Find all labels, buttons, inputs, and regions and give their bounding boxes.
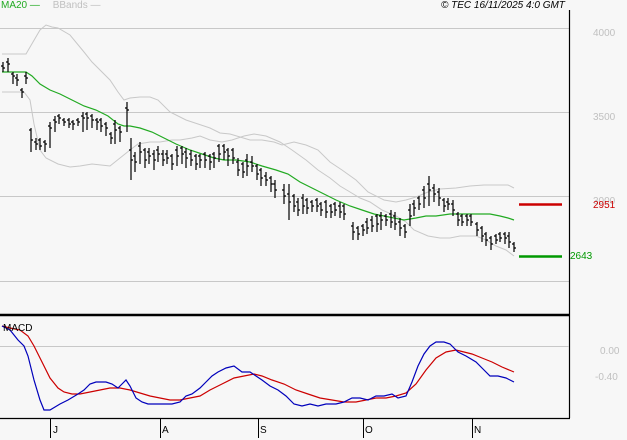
bollinger-bands — [2, 24, 515, 257]
month-label-oct: O — [365, 425, 373, 436]
copyright-timestamp: © TEC 16/11/2025 4:0 GMT — [441, 0, 565, 11]
month-label-jul: J — [53, 425, 58, 436]
month-label-nov: N — [474, 425, 482, 436]
chart-legend: MA20 — BBands — — [1, 0, 101, 11]
macd-title: MACD — [3, 323, 33, 334]
resistance-label: 2951 — [593, 200, 616, 211]
price-axis-label-4000: 4000 — [593, 28, 616, 39]
legend-bbands: BBands — — [52, 0, 101, 11]
month-label-sep: S — [260, 425, 267, 436]
price-gridlines — [0, 28, 569, 282]
legend-ma20: MA20 — — [1, 0, 40, 11]
ohlc-bars — [1, 58, 516, 252]
x-axis-ticks — [50, 419, 473, 438]
month-label-aug: A — [162, 425, 169, 436]
macd-line — [1, 325, 515, 411]
ma20-line — [2, 71, 515, 221]
macd-axis-label-neg040: -0.40 — [595, 372, 618, 383]
chart-frame — [0, 10, 571, 420]
price-axis-label-3500: 3500 — [593, 112, 616, 123]
support-label: 2643 — [570, 251, 593, 262]
price-axis-label-3000: 3000 — [593, 196, 616, 207]
macd-axis-label-0: 0.00 — [600, 346, 620, 357]
macd-signal-line — [1, 325, 515, 403]
